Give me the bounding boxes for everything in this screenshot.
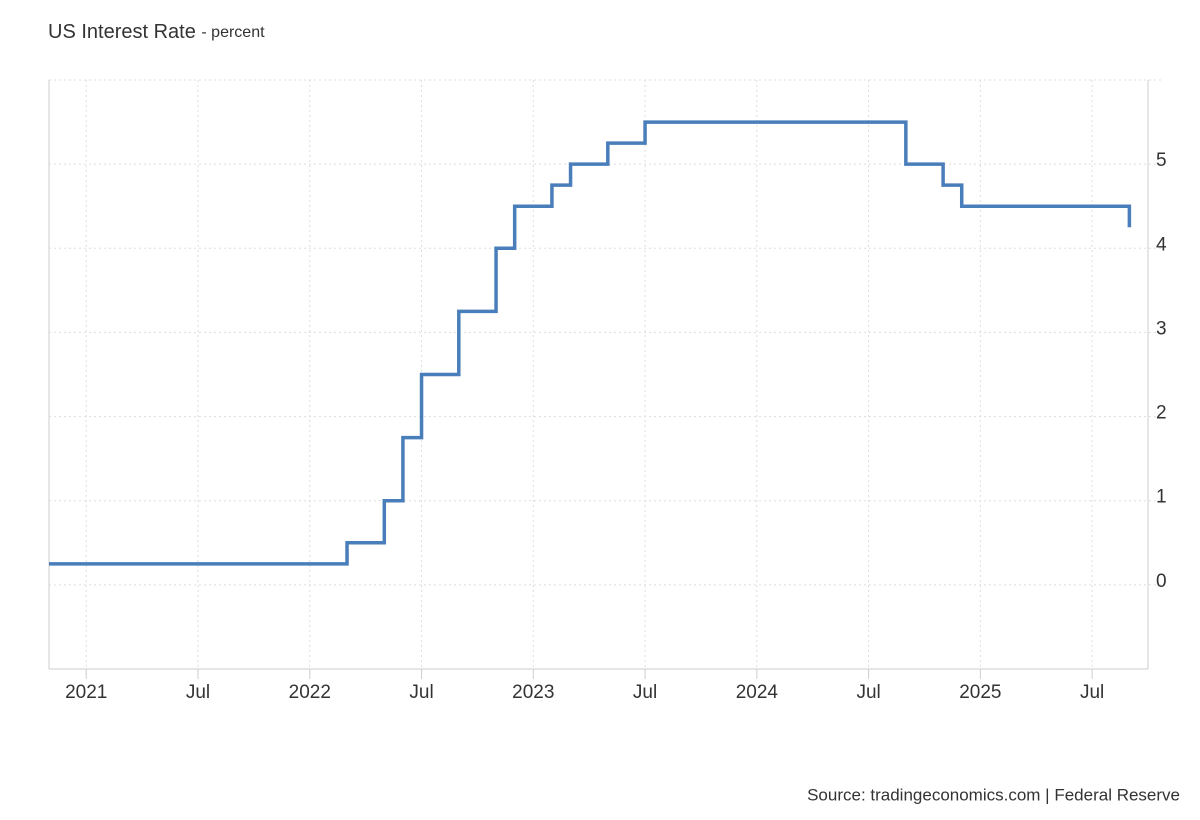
x-tick-label: Jul xyxy=(633,682,657,703)
x-tick-label: Jul xyxy=(1080,682,1104,703)
x-tick-label: 2022 xyxy=(289,682,331,703)
y-tick-label: 5 xyxy=(1156,150,1167,171)
x-tick-label: 2024 xyxy=(736,682,779,703)
y-tick-label: 0 xyxy=(1156,571,1167,592)
x-tick-label: 2021 xyxy=(65,682,107,703)
y-tick-label: 1 xyxy=(1156,487,1167,508)
title: US Interest Rate xyxy=(48,21,196,43)
chart-title: US Interest Rate - percent xyxy=(48,21,265,43)
line xyxy=(49,120,1132,566)
subtitle: - percent xyxy=(201,24,265,41)
x-tick-label: Jul xyxy=(856,682,880,703)
x-tick-label: Jul xyxy=(409,682,433,703)
x-tick-label: 2023 xyxy=(512,682,554,703)
x-tick-label: 2025 xyxy=(959,682,1001,703)
source: Source: tradingeconomics.com | Federal R… xyxy=(807,785,1180,804)
x-tick-label: Jul xyxy=(186,682,210,703)
y-tick-label: 3 xyxy=(1156,318,1167,339)
y-tick-label: 2 xyxy=(1156,403,1167,424)
y-tick-label: 4 xyxy=(1156,234,1167,255)
